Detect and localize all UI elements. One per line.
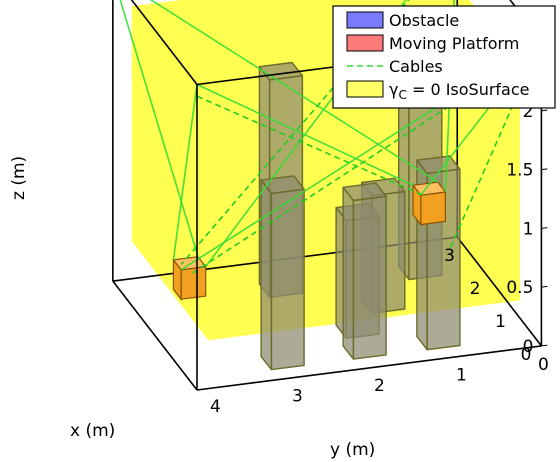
obstacle-face-y xyxy=(342,186,355,360)
x-tick-label: 0 xyxy=(521,345,532,365)
obstacle-face-x xyxy=(352,195,387,360)
x-tick-label: 1 xyxy=(495,312,506,332)
y-tick-label: 0 xyxy=(538,355,549,375)
y-tick-label: 1 xyxy=(456,365,467,385)
x-tick-label: 2 xyxy=(470,279,481,299)
y-axis-label: y (m) xyxy=(330,440,375,460)
z-tick-mark xyxy=(541,168,548,171)
box-edge-y-axis xyxy=(196,345,542,391)
platform-face-x xyxy=(180,266,207,300)
legend-label: γC = 0 IsoSurface xyxy=(389,80,530,102)
cable-p2-a4 xyxy=(119,0,199,258)
obstacle-face-top xyxy=(342,182,387,202)
z-tick-mark xyxy=(541,109,548,112)
x-axis-label: x (m) xyxy=(70,421,115,441)
z-tick-label: 1.5 xyxy=(506,161,533,181)
legend-item-2: Moving Platform xyxy=(346,34,519,53)
legend-swatch xyxy=(346,80,384,98)
y-tick-label: 2 xyxy=(374,376,385,396)
obstacle-face-top xyxy=(260,175,305,195)
x-tick-label: 3 xyxy=(444,246,455,266)
cable-p2-a3 xyxy=(205,0,407,268)
legend-swatch xyxy=(346,34,384,52)
z-tick-label: 0.5 xyxy=(506,278,533,298)
obstacle-face-y xyxy=(260,179,273,371)
legend-swatch xyxy=(346,11,384,29)
platform-face-top xyxy=(411,181,447,196)
y-tick-label: 3 xyxy=(292,386,303,406)
cable-dashed-4 xyxy=(180,0,410,265)
cable-p1-a4 xyxy=(149,0,439,183)
cable-p2-a2 xyxy=(172,84,198,261)
z-tick-label: 0 xyxy=(523,337,534,357)
z-tick-label: 1 xyxy=(523,219,534,239)
obstacle-face-x xyxy=(270,188,305,371)
cable-dashed-2 xyxy=(448,40,543,251)
z-tick-mark xyxy=(541,344,548,347)
z-tick-label: 2 xyxy=(523,102,534,122)
z-tick-mark xyxy=(541,227,548,229)
cable-dashed-3 xyxy=(196,95,427,198)
z-axis-label: z (m) xyxy=(9,156,29,200)
box-edge-x-axis xyxy=(112,280,198,391)
legend-label: Moving Platform xyxy=(389,34,519,53)
legend-item-3: Cables xyxy=(347,57,443,76)
platform-face-x xyxy=(420,191,446,226)
box-edge-floor-back-x xyxy=(456,236,543,347)
box-edge-top-right xyxy=(130,0,198,85)
legend-label: Cables xyxy=(389,57,443,76)
obstacle-face-top xyxy=(416,155,461,175)
obstacle-7 xyxy=(260,175,305,371)
legend: Obstacle Moving Platform Cables γC = 0 IsoS… xyxy=(332,5,556,109)
obstacles-layer xyxy=(258,49,461,371)
legend-label: Obstacle xyxy=(389,11,459,30)
legend-item-1: Obstacle xyxy=(346,11,459,30)
moving-platform-1 xyxy=(411,181,447,227)
moving-platform-2 xyxy=(172,256,207,301)
y-tick-label: 4 xyxy=(210,397,221,417)
isosurface-front-y xyxy=(131,6,209,341)
z-tick-mark xyxy=(541,285,548,288)
obstacle-6 xyxy=(342,182,387,360)
legend-item-4: γC = 0 IsoSurface xyxy=(346,80,530,102)
